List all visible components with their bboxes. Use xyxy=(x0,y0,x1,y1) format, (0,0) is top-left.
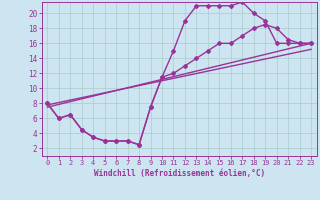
X-axis label: Windchill (Refroidissement éolien,°C): Windchill (Refroidissement éolien,°C) xyxy=(94,169,265,178)
